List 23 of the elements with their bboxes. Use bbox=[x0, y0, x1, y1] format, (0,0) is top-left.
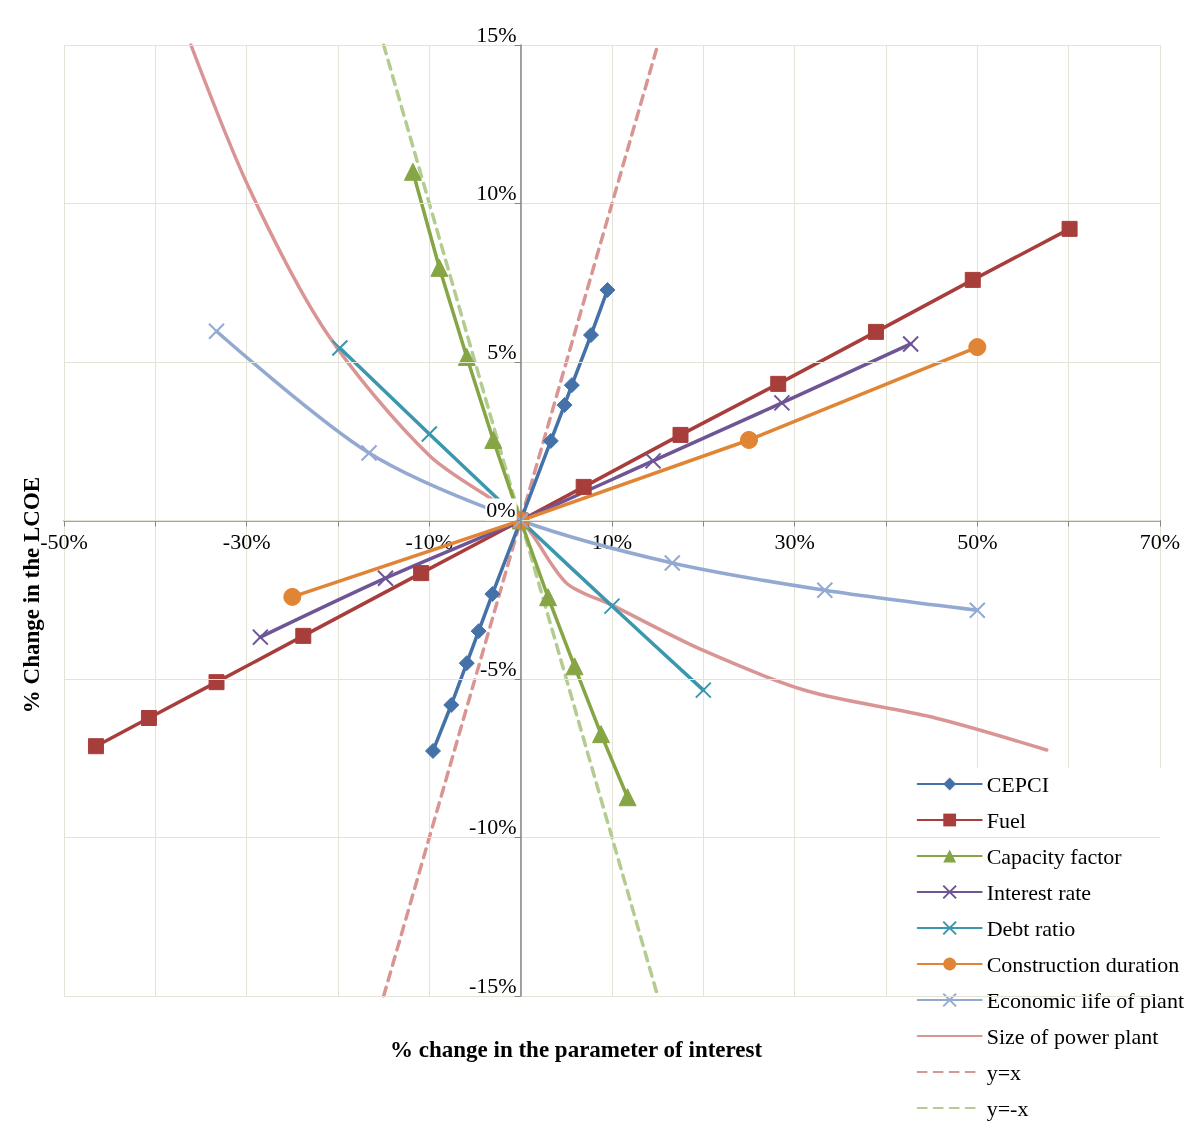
x-tick-label: -50% bbox=[40, 529, 88, 554]
y-tick-label: -10% bbox=[469, 814, 517, 839]
y-tick-label: 0% bbox=[486, 497, 516, 522]
y-tick-label: 15% bbox=[476, 21, 517, 47]
legend-label: Capacity factor bbox=[986, 843, 1123, 869]
y-tick-label: 10% bbox=[476, 180, 517, 205]
x-axis-title: % change in the parameter of interest bbox=[390, 1037, 763, 1062]
legend-label: CEPCI bbox=[986, 771, 1050, 797]
x-tick-label: 50% bbox=[957, 529, 998, 554]
legend-label: y=-x bbox=[986, 1095, 1029, 1121]
x-tick-label: 70% bbox=[1139, 529, 1181, 554]
x-tick-label: -30% bbox=[222, 529, 271, 554]
x-tick-label: 30% bbox=[774, 529, 815, 554]
legend-label: Fuel bbox=[986, 807, 1026, 833]
legend-label: Construction duration bbox=[986, 951, 1180, 977]
legend-label: Interest rate bbox=[986, 879, 1092, 905]
y-tick-label: -5% bbox=[480, 655, 517, 681]
y-tick-label: -15% bbox=[469, 972, 517, 998]
legend-label: Economic life of plant bbox=[986, 987, 1184, 1013]
legend-label: Size of power plant bbox=[986, 1023, 1159, 1049]
y-tick-label: 5% bbox=[487, 338, 517, 364]
legend-label: Debt ratio bbox=[986, 915, 1076, 941]
legend-label: y=x bbox=[986, 1059, 1022, 1085]
